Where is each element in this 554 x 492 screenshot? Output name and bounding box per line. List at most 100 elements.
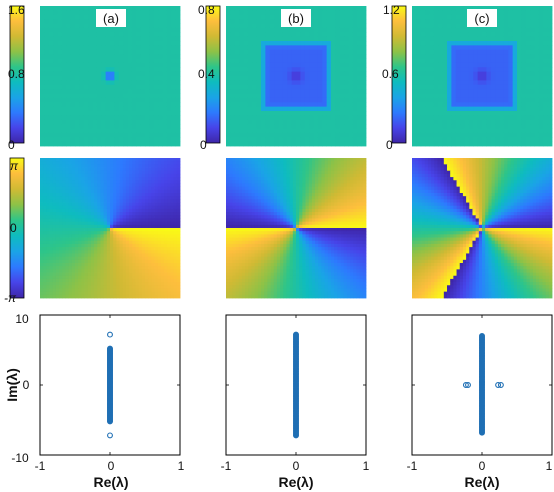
phase-cell	[148, 234, 152, 238]
intensity-cell	[517, 36, 522, 42]
phase-cell	[170, 177, 175, 181]
intensity-cell	[96, 132, 102, 138]
phase-cell	[62, 250, 66, 254]
phase-cell	[43, 282, 47, 286]
intensity-cell	[261, 45, 266, 51]
intensity-cell	[304, 137, 310, 143]
intensity-cell	[412, 84, 417, 90]
intensity-cell	[508, 89, 514, 94]
intensity-cell	[44, 27, 50, 33]
phase-cell	[119, 224, 124, 229]
intensity-cell	[239, 102, 244, 108]
phase-cell	[65, 218, 70, 223]
phase-cell	[46, 212, 50, 216]
phase-cell	[68, 183, 73, 188]
intensity-cell	[48, 10, 54, 16]
intensity-cell	[300, 58, 306, 64]
phase-cell	[52, 243, 57, 248]
intensity-cell	[442, 54, 448, 59]
phase-cell	[122, 199, 127, 203]
intensity-cell	[70, 106, 76, 112]
intensity-cell	[171, 45, 177, 51]
intensity-cell	[309, 23, 314, 29]
intensity-cell	[105, 84, 111, 90]
intensity-cell	[344, 10, 349, 16]
intensity-cell	[335, 67, 341, 73]
intensity-cell	[322, 45, 328, 51]
phase-cell	[59, 237, 63, 242]
intensity-cell	[455, 71, 461, 77]
intensity-cell	[158, 119, 163, 125]
intensity-cell	[313, 128, 319, 134]
intensity-cell	[425, 58, 430, 64]
intensity-cell	[348, 32, 354, 38]
phase-cell	[49, 288, 54, 293]
intensity-cell	[464, 62, 470, 68]
phase-cell	[176, 212, 181, 216]
intensity-cell	[503, 93, 509, 99]
phase-cell	[81, 234, 85, 238]
phase-cell	[97, 158, 101, 162]
intensity-cell	[495, 97, 500, 103]
phase-cell	[100, 186, 105, 191]
intensity-cell	[517, 49, 522, 55]
phase-cell	[138, 266, 143, 270]
intensity-cell	[171, 102, 177, 108]
phase-cell	[94, 215, 98, 219]
phase-cell	[97, 288, 101, 293]
phase-cell	[71, 269, 76, 273]
phase-cell	[119, 183, 124, 188]
intensity-cell	[101, 41, 107, 46]
phase-cell	[119, 173, 124, 178]
intensity-cell	[48, 14, 54, 20]
intensity-cell	[44, 128, 50, 134]
intensity-cell	[486, 97, 492, 103]
phase-cell	[173, 189, 178, 194]
intensity-cell	[455, 89, 461, 94]
phase-cell	[154, 208, 159, 213]
intensity-cell	[543, 84, 549, 90]
intensity-cell	[521, 76, 527, 81]
intensity-cell	[335, 132, 341, 138]
phase-cell	[40, 205, 44, 210]
intensity-cell	[447, 19, 452, 24]
intensity-cell	[101, 58, 107, 64]
phase-colorbar	[9, 157, 25, 299]
intensity-cell	[464, 10, 470, 16]
intensity-cell	[136, 54, 142, 59]
intensity-cell	[243, 36, 249, 42]
intensity-cell	[114, 111, 120, 116]
phase-cell	[65, 196, 70, 200]
intensity-cell	[521, 124, 527, 129]
intensity-cell	[149, 115, 155, 121]
intensity-cell	[455, 141, 461, 147]
phase-cell	[75, 256, 79, 261]
intensity-cell	[473, 76, 479, 81]
phase-cell	[154, 202, 159, 207]
intensity-cell	[226, 19, 231, 24]
phase-cell	[62, 282, 66, 286]
intensity-cell	[274, 19, 279, 24]
intensity-cell	[543, 141, 549, 147]
phase-cell	[138, 275, 143, 280]
intensity-cell	[287, 67, 293, 73]
intensity-cell	[420, 10, 426, 16]
intensity-cell	[149, 67, 155, 73]
intensity-cell	[166, 67, 172, 73]
intensity-cell	[278, 115, 284, 121]
phase-cell	[110, 275, 114, 280]
intensity-cell	[490, 27, 496, 33]
phase-cell	[46, 243, 50, 248]
intensity-cell	[234, 115, 240, 121]
phase-cell	[110, 266, 114, 270]
phase-cell	[75, 275, 79, 280]
phase-cell	[59, 269, 63, 273]
intensity-cell	[486, 128, 492, 134]
intensity-cell	[230, 132, 236, 138]
intensity-map-c	[412, 6, 553, 147]
intensity-cell	[239, 93, 244, 99]
intensity-cell	[503, 49, 509, 55]
intensity-cell	[412, 124, 417, 129]
intensity-cell	[512, 124, 518, 129]
intensity-cell	[175, 45, 181, 51]
